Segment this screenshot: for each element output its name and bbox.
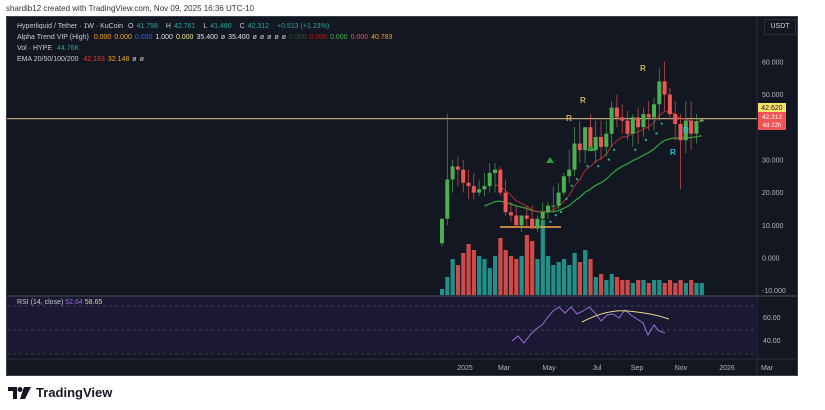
legend-alpha-trend-row[interactable]: Alpha Trend VIP (High) 0.000 0.000 0.000 1.… [17, 34, 393, 41]
ema50-line [484, 135, 702, 213]
rsi-legend[interactable]: RSI (14, close) 52.64 58.65 [17, 299, 103, 306]
rsi-pane [7, 297, 757, 353]
ema-label: EMA 20/50/100/200 [17, 56, 79, 63]
svg-text:30.000: 30.000 [762, 157, 784, 164]
last-price-tag [758, 112, 786, 130]
price-tags: 42.620 42.312 6d 22h [758, 103, 786, 130]
tradingview-logo-icon [8, 386, 31, 399]
svg-text:2025: 2025 [457, 365, 473, 372]
resistance-marker: R [683, 126, 689, 135]
tradingview-logo[interactable]: TradingView [8, 385, 112, 400]
svg-text:Mar: Mar [498, 365, 511, 372]
brand-name: TradingView [36, 385, 113, 400]
svg-text:10.000: 10.000 [762, 223, 784, 230]
resistance-marker: R [566, 114, 572, 123]
svg-text:-10.000: -10.000 [762, 288, 786, 295]
ema20-line [494, 111, 702, 213]
ohlc-high: H 42.761 [165, 23, 196, 30]
volume-label: Vol · HYPE [17, 45, 53, 52]
svg-text:May: May [542, 365, 556, 372]
time-axis: 2025 Mar May Jul Sep Nov 2026 Mar [457, 365, 773, 372]
ohlc-low: L 41.480 [203, 23, 232, 30]
chart-frame[interactable]: Hyperliquid / Tether · 1W · KuCoin O 41.7… [6, 16, 798, 376]
volume-bars [440, 220, 704, 295]
svg-text:42.312: 42.312 [762, 114, 782, 121]
svg-text:42.620: 42.620 [761, 105, 783, 112]
price-axis: 60.000 50.000 30.000 20.000 10.000 0.000 -10.0… [762, 59, 786, 295]
svg-text:2026: 2026 [719, 365, 735, 372]
level-price-tag [758, 103, 786, 112]
chart-legend: Hyperliquid / Tether · 1W · KuCoin O 41.7… [17, 21, 396, 65]
rsi-axis: 60.00 40.00 [763, 315, 781, 345]
svg-text:0.000: 0.000 [762, 256, 780, 263]
svg-text:40.00: 40.00 [763, 338, 781, 345]
ohlc-change: +0.513 (+1.23%) [277, 23, 330, 30]
ohlc-close: C 42.312 [239, 23, 270, 30]
svg-text:60.00: 60.00 [763, 315, 781, 322]
svg-text:Jul: Jul [593, 365, 602, 372]
rsi-line [511, 306, 666, 344]
volume-value: 44.76K [56, 45, 80, 52]
symbol-title[interactable]: Hyperliquid / Tether · 1W · KuCoin [17, 23, 124, 30]
svg-text:Nov: Nov [675, 365, 688, 372]
legend-symbol-row[interactable]: Hyperliquid / Tether · 1W · KuCoin O 41.7… [17, 21, 396, 32]
currency-button[interactable]: USDT [764, 19, 796, 35]
legend-volume-row[interactable]: Vol · HYPE 44.76K [17, 43, 396, 54]
legend-ema-row[interactable]: EMA 20/50/100/200 42.183 32.148 ø ø [17, 56, 144, 63]
chart-canvas[interactable]: 60.000 50.000 30.000 20.000 10.000 0.000 -10.0… [7, 17, 797, 375]
resistance-marker: R [640, 64, 646, 73]
ohlc-open: O 41.798 [128, 23, 158, 30]
svg-text:20.000: 20.000 [762, 190, 784, 197]
svg-text:6d 22h: 6d 22h [763, 123, 781, 129]
chart-credit: shardib12 created with TradingView.com, … [6, 4, 254, 13]
candlesticks [440, 61, 704, 247]
svg-text:60.000: 60.000 [762, 59, 784, 66]
svg-text:Sep: Sep [631, 365, 644, 372]
resistance-marker: R [670, 148, 676, 157]
alpha-trend-label: Alpha Trend VIP (High) [17, 34, 89, 41]
svg-text:Mar: Mar [761, 365, 774, 372]
rsi-ma-line [581, 310, 670, 323]
resistance-marker: R [580, 96, 586, 105]
svg-text:50.000: 50.000 [762, 92, 784, 99]
